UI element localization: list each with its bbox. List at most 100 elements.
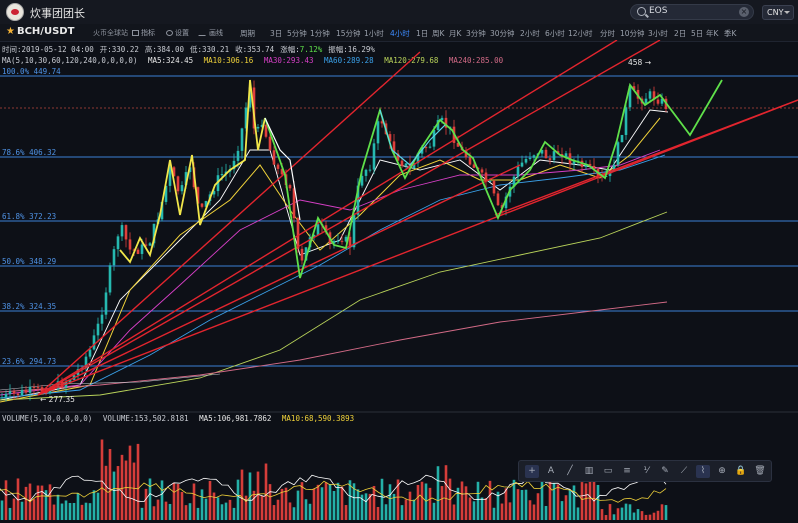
candle-body bbox=[456, 142, 460, 147]
fib-label-5: 23.6% 294.73 bbox=[2, 357, 56, 366]
settings-button[interactable]: 设置 bbox=[166, 28, 189, 38]
volume-bar bbox=[180, 491, 184, 520]
gear-icon bbox=[166, 30, 173, 36]
currency-select[interactable]: CNY bbox=[762, 5, 794, 20]
fib-tool-icon[interactable]: ✎ bbox=[661, 466, 669, 476]
timeframe-15[interactable]: 分时 bbox=[600, 29, 615, 38]
rectangle-icon[interactable]: ≡ bbox=[623, 466, 631, 476]
volume-bar bbox=[224, 502, 228, 520]
lock-icon[interactable]: 🔒 bbox=[735, 466, 747, 476]
volume-bar bbox=[320, 487, 324, 520]
ohlc-change: 7.12% bbox=[299, 45, 323, 54]
crosshair-icon[interactable]: + bbox=[525, 465, 539, 478]
timeframe-12[interactable]: 2小时 bbox=[520, 29, 540, 38]
volume-bar bbox=[108, 449, 112, 520]
pair-title[interactable]: ★ BCH/USDT bbox=[6, 26, 74, 37]
wave-cyan bbox=[379, 109, 446, 166]
candle-body bbox=[248, 87, 252, 108]
candle-body bbox=[544, 149, 548, 159]
candle-body bbox=[472, 164, 476, 168]
volume-bar bbox=[412, 499, 416, 520]
candle-body bbox=[660, 98, 664, 104]
search-input[interactable]: EOS bbox=[649, 6, 668, 16]
horizontal-line-icon[interactable]: ⅟ bbox=[643, 466, 649, 476]
star-icon[interactable]: ★ bbox=[6, 26, 15, 37]
timeframe-17[interactable]: 3小时 bbox=[648, 29, 668, 38]
timeframe-2[interactable]: 5分钟 bbox=[287, 29, 307, 38]
drawing-toolbar: + A ╱ ▥ ▭ ≡ ⅟ ✎ ⟋ ⌇ ⊕ 🔒 🗑 bbox=[518, 460, 772, 482]
timeframe-5[interactable]: 1小时 bbox=[364, 29, 384, 38]
high-price-marker: 458 → bbox=[628, 58, 651, 67]
volume-bar bbox=[280, 488, 284, 520]
timeframe-19[interactable]: 5日 bbox=[691, 29, 704, 38]
exchange-label: 火币全球站 bbox=[93, 29, 128, 37]
volume-bar bbox=[436, 466, 440, 520]
timeframe-0[interactable]: 周期 bbox=[240, 29, 255, 38]
ohlc-high: 高:384.00 bbox=[144, 45, 184, 54]
timeframe-13[interactable]: 6小时 bbox=[545, 29, 565, 38]
timeframe-20[interactable]: 年K bbox=[706, 29, 719, 38]
volume-bar bbox=[628, 504, 632, 520]
volume-bar bbox=[16, 478, 20, 520]
volume-bar bbox=[656, 510, 660, 520]
volume-bar bbox=[132, 462, 136, 520]
pen-icon bbox=[198, 30, 209, 36]
candle-body bbox=[612, 164, 616, 172]
timeframe-7[interactable]: 1日 bbox=[416, 29, 429, 38]
volume-bar bbox=[312, 488, 316, 520]
settings-label: 设置 bbox=[175, 29, 189, 37]
timeframe-14[interactable]: 12小时 bbox=[568, 29, 593, 38]
timeframe-16[interactable]: 10分钟 bbox=[620, 29, 645, 38]
timeframe-3[interactable]: 1分钟 bbox=[310, 29, 330, 38]
timeframe-8[interactable]: 周K bbox=[432, 29, 445, 38]
brush-icon[interactable]: ╱ bbox=[567, 466, 573, 476]
timeframe-10[interactable]: 3分钟 bbox=[466, 29, 486, 38]
timeframe-4[interactable]: 15分钟 bbox=[336, 29, 361, 38]
pencil-icon[interactable]: ⟋ bbox=[680, 466, 688, 476]
volume-ma10: MA10:68,590.3893 bbox=[281, 414, 355, 423]
volume-bar bbox=[460, 481, 464, 520]
draw-label: 画线 bbox=[209, 29, 223, 37]
candle-body bbox=[480, 169, 484, 173]
candle-body bbox=[352, 214, 356, 248]
draw-button[interactable]: 画线 bbox=[198, 28, 223, 38]
candle-body bbox=[180, 185, 184, 192]
ma-params: MA(5,10,30,60,120,240,0,0,0,0) bbox=[2, 56, 138, 65]
candle-body bbox=[304, 247, 308, 261]
volume-bar bbox=[140, 507, 144, 520]
volume-bar bbox=[172, 482, 176, 520]
ruler-icon[interactable]: ▥ bbox=[584, 466, 594, 476]
volume-bar bbox=[112, 471, 116, 520]
candle-body bbox=[292, 188, 296, 219]
candle-body bbox=[552, 151, 556, 160]
timeframe-11[interactable]: 30分钟 bbox=[490, 29, 515, 38]
candle-body bbox=[4, 393, 8, 398]
search-box[interactable]: EOS × bbox=[630, 4, 754, 20]
volume-bar bbox=[452, 504, 456, 520]
volume-bar bbox=[528, 500, 532, 520]
timeframe-9[interactable]: 月K bbox=[449, 29, 462, 38]
candle-body bbox=[412, 163, 416, 169]
timeframe-18[interactable]: 2日 bbox=[674, 29, 687, 38]
magnet-icon[interactable]: ⌇ bbox=[696, 465, 710, 478]
volume-bar bbox=[464, 486, 468, 520]
text-tool-icon[interactable]: A bbox=[547, 466, 555, 476]
ma120-line bbox=[0, 211, 668, 401]
candlestick-chart[interactable]: 100.0% 449.74 78.6% 406.32 61.8% 372.23 50.… bbox=[0, 40, 798, 523]
candle-body bbox=[484, 172, 488, 182]
volume-bar bbox=[40, 485, 44, 520]
candle-body bbox=[160, 201, 164, 220]
timeframe-6[interactable]: 4小时 bbox=[390, 29, 410, 38]
channel-icon[interactable]: ▭ bbox=[603, 466, 613, 476]
trash-icon[interactable]: 🗑 bbox=[754, 466, 766, 476]
indicator-button[interactable]: 指标 bbox=[132, 28, 155, 38]
timeframe-1[interactable]: 3日 bbox=[270, 29, 283, 38]
timeframe-21[interactable]: 季K bbox=[724, 29, 737, 38]
volume-bar bbox=[76, 493, 80, 520]
candle-body bbox=[184, 172, 188, 186]
volume-bar bbox=[492, 507, 496, 520]
lock-link-icon[interactable]: ⊕ bbox=[718, 466, 726, 476]
clear-icon[interactable]: × bbox=[739, 7, 749, 17]
volume-bar bbox=[164, 501, 168, 520]
avatar-logo[interactable] bbox=[6, 3, 24, 21]
